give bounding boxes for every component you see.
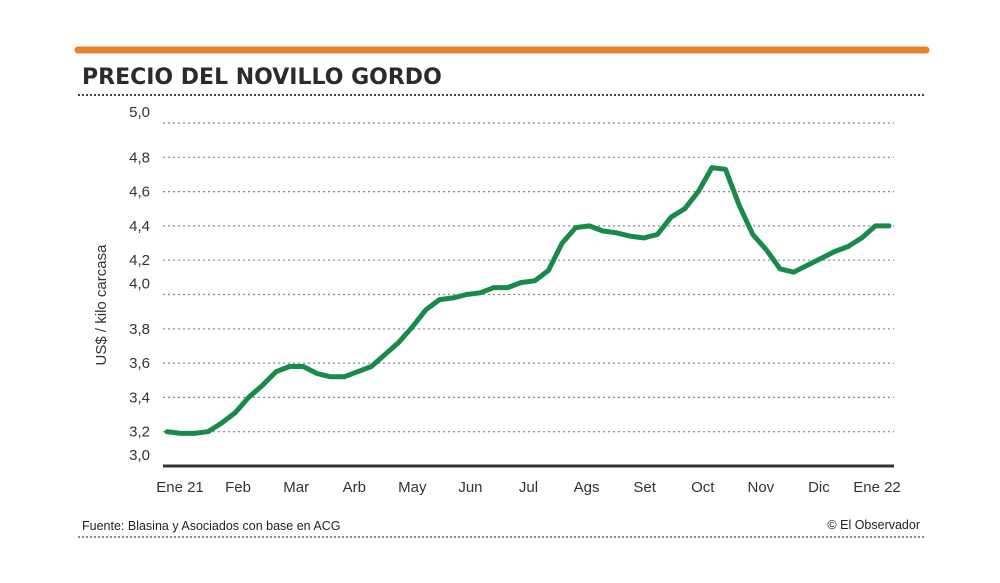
chart-title: PRECIO DEL NOVILLO GORDO — [82, 65, 442, 90]
x-tick-label: Jun — [458, 479, 482, 496]
y-tick-label: 3,8 — [129, 321, 150, 338]
x-tick-label: Nov — [747, 479, 774, 496]
source-note: Fuente: Blasina y Asociados con base en … — [82, 519, 341, 533]
x-tick-label: Set — [633, 479, 656, 496]
x-tick-label: Jul — [519, 479, 538, 496]
data-points — [166, 167, 890, 434]
y-tick-label: 4,0 — [129, 276, 150, 293]
x-tick-label: Ags — [574, 479, 600, 496]
y-tick-label: 3,2 — [129, 424, 150, 441]
y-tick-label: 3,6 — [129, 355, 150, 372]
x-tick-label: Oct — [691, 479, 715, 496]
credit-note: © El Observador — [827, 518, 920, 532]
y-axis-label: US$ / kilo carcasa — [93, 244, 110, 366]
x-tick-label: Ene 22 — [853, 479, 901, 496]
gridlines — [163, 122, 894, 433]
y-axis: 5,0 4,8 4,6 4,4 4,2 4,0 3,8 3,6 3,4 3,2 3,0 — [129, 104, 150, 464]
y-tick-label: 4,6 — [129, 184, 150, 201]
y-tick-label: 3,4 — [129, 389, 150, 406]
x-tick-label: Dic — [808, 479, 830, 496]
x-tick-label: Arb — [343, 479, 366, 496]
y-tick-label: 4,4 — [129, 218, 150, 235]
y-tick-label: 4,2 — [129, 252, 150, 269]
x-tick-label: Feb — [225, 479, 251, 496]
x-axis: Ene 21 Feb Mar Arb May Jun Jul Ags Set Oct Nov Dic E… — [156, 479, 901, 496]
series-line — [164, 165, 892, 436]
x-tick-label: May — [398, 479, 427, 496]
y-tick-label: 3,0 — [129, 447, 150, 464]
x-tick-label: Ene 21 — [156, 479, 204, 496]
y-tick-label: 5,0 — [129, 104, 150, 121]
x-tick-label: Mar — [283, 479, 309, 496]
y-tick-label: 4,8 — [129, 149, 150, 166]
